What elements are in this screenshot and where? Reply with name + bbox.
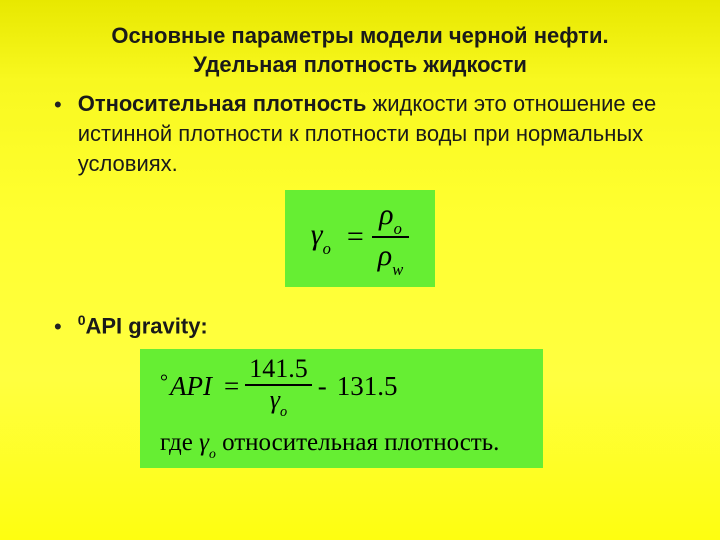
gamma-symbol: γ xyxy=(311,218,323,251)
gamma-sub: o xyxy=(280,404,287,420)
gamma-sub: o xyxy=(209,446,216,461)
where-text: где xyxy=(160,429,199,456)
fraction-denominator: γo xyxy=(266,387,291,417)
bullet-1-bold: Относительная плотность xyxy=(78,91,367,116)
title-line-2: Удельная плотность жидкости xyxy=(193,52,527,77)
relative-density-text: относительная плотность. xyxy=(222,429,499,456)
formula-1-container: γo = ρo ρw xyxy=(50,190,670,286)
gamma-symbol: γ xyxy=(199,429,209,456)
equals-sign: = xyxy=(347,220,364,254)
rho-symbol: ρ xyxy=(378,239,392,272)
formula-1-box: γo = ρo ρw xyxy=(285,190,435,286)
api-gravity-label: API gravity: xyxy=(86,314,208,339)
formula-1-fraction: ρo ρw xyxy=(372,198,409,276)
rho-w-sub: w xyxy=(392,260,403,279)
superscript-zero: 0 xyxy=(78,312,86,328)
api-text: API xyxy=(170,371,212,402)
bullet-marker: • xyxy=(54,91,62,120)
bullet-1-text: Относительная плотность жидкости это отн… xyxy=(78,89,670,178)
gamma-o-inline: γo xyxy=(199,429,216,456)
formula-2-line-1: ° API = 141.5 γo - 131.5 xyxy=(160,355,499,417)
formula-2-fraction: 141.5 γo xyxy=(245,355,312,417)
fraction-denominator: ρw xyxy=(372,239,409,276)
gamma-symbol: γ xyxy=(270,385,280,414)
rho-symbol: ρ xyxy=(379,198,393,231)
slide: Основные параметры модели черной нефти. … xyxy=(0,0,720,468)
degree-symbol: ° xyxy=(160,371,168,394)
equals-sign: = xyxy=(224,371,239,402)
bullet-2: • 0API gravity: xyxy=(50,311,670,342)
fraction-numerator: ρo xyxy=(373,198,408,235)
formula-2-line-2: где γo относительная плотность. xyxy=(160,429,499,460)
fraction-bar xyxy=(372,236,409,238)
gamma-sub: o xyxy=(323,239,331,258)
slide-title: Основные параметры модели черной нефти. … xyxy=(50,22,670,79)
formula-2-container: ° API = 141.5 γo - 131.5 где γo относите… xyxy=(140,349,670,468)
constant-value: 131.5 xyxy=(337,371,398,402)
fraction-numerator: 141.5 xyxy=(245,355,312,382)
formula-1-lhs: γo xyxy=(311,218,331,256)
minus-sign: - xyxy=(318,371,327,402)
formula-2-box: ° API = 141.5 γo - 131.5 где γo относите… xyxy=(140,349,543,468)
title-line-1: Основные параметры модели черной нефти. xyxy=(111,23,608,48)
bullet-2-text: 0API gravity: xyxy=(78,311,208,341)
formula-1: γo = ρo ρw xyxy=(311,198,409,276)
bullet-marker: • xyxy=(54,313,62,342)
bullet-1: • Относительная плотность жидкости это о… xyxy=(50,89,670,178)
rho-o-sub: o xyxy=(394,219,402,238)
